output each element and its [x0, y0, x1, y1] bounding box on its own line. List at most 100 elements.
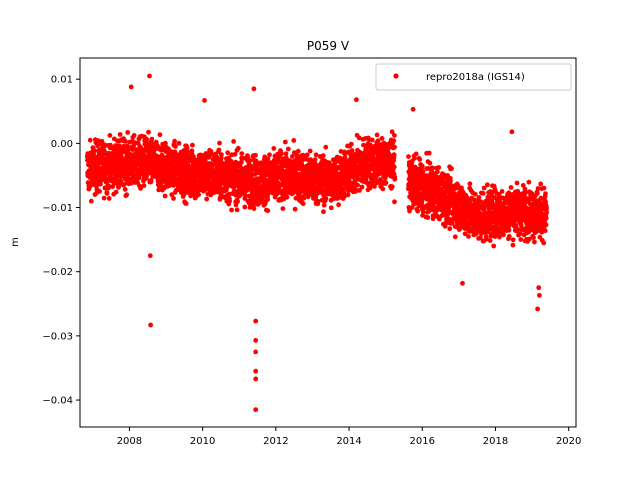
data-point [242, 204, 248, 210]
data-point [99, 138, 105, 144]
data-point [391, 138, 397, 144]
data-point [518, 237, 524, 242]
data-point [219, 152, 224, 158]
data-point [307, 148, 313, 154]
data-point [435, 169, 440, 175]
data-point [341, 186, 347, 192]
data-point [537, 293, 542, 298]
data-point [429, 165, 435, 171]
data-point [383, 180, 389, 186]
data-point [506, 234, 512, 239]
data-point [253, 338, 259, 343]
data-point [369, 137, 375, 143]
data-point [113, 189, 119, 195]
data-point [235, 145, 241, 151]
data-point [239, 151, 245, 157]
data-point [148, 322, 154, 328]
data-point [359, 184, 365, 190]
data-point [336, 202, 341, 208]
x-tick-label: 2010 [190, 436, 215, 447]
data-point [543, 222, 549, 228]
data-point [415, 208, 421, 214]
data-points [84, 73, 549, 413]
legend-marker [393, 73, 399, 79]
data-point [282, 139, 288, 145]
data-point [123, 139, 128, 144]
data-point [320, 153, 326, 159]
data-point [542, 228, 548, 234]
data-point [466, 234, 471, 239]
data-point [292, 206, 298, 212]
legend: repro2018a (IGS14) [375, 63, 572, 91]
data-point [323, 196, 329, 202]
data-point [124, 192, 130, 198]
data-point [144, 136, 150, 142]
data-point [117, 132, 123, 137]
data-point [391, 152, 397, 158]
data-point [328, 205, 334, 211]
y-tick-label: −0.03 [42, 331, 73, 342]
data-point [406, 154, 411, 160]
data-point [185, 162, 191, 167]
data-point [149, 136, 155, 142]
data-point [141, 183, 147, 189]
data-point [251, 86, 257, 92]
data-point [290, 154, 295, 159]
data-point [410, 106, 416, 112]
data-point [543, 215, 549, 221]
data-point [413, 151, 419, 157]
data-point [234, 207, 240, 213]
y-axis-label: m [10, 237, 21, 247]
data-point [449, 166, 454, 171]
data-point [412, 155, 417, 161]
data-point [300, 201, 306, 207]
data-point [204, 196, 210, 202]
data-point [92, 148, 98, 154]
data-point [242, 192, 248, 198]
data-point [510, 242, 516, 248]
data-point [157, 132, 163, 138]
data-point [354, 97, 359, 103]
data-point [355, 182, 360, 188]
data-point [121, 182, 127, 187]
data-point [536, 285, 542, 291]
data-point [363, 177, 369, 183]
y-tick-label: 0.01 [51, 75, 73, 86]
data-point [436, 165, 442, 170]
data-point [425, 215, 431, 220]
data-point [147, 253, 153, 259]
data-point [253, 368, 259, 374]
data-point [131, 133, 137, 138]
data-point [312, 161, 318, 166]
data-point [301, 195, 307, 201]
x-tick-label: 2020 [556, 436, 581, 447]
data-point [304, 152, 310, 158]
data-point [420, 209, 426, 215]
data-point [349, 141, 354, 147]
data-point [467, 181, 473, 187]
data-point [265, 197, 271, 202]
data-point [349, 148, 355, 154]
data-point [253, 349, 259, 355]
data-point [87, 137, 93, 143]
data-point [147, 73, 152, 79]
data-point [460, 280, 465, 286]
data-point [356, 135, 362, 141]
data-point [392, 133, 397, 138]
data-point [247, 158, 253, 163]
data-point [374, 132, 380, 138]
data-point [392, 144, 397, 150]
data-point [101, 195, 107, 201]
data-point [148, 177, 154, 183]
x-tick-label: 2008 [117, 436, 142, 447]
data-point [535, 306, 540, 312]
data-point [287, 158, 293, 164]
data-point [480, 191, 486, 196]
data-point [380, 186, 386, 192]
data-point [476, 195, 482, 200]
data-point [285, 146, 291, 152]
data-point [184, 145, 190, 151]
data-point [97, 189, 102, 194]
data-point [321, 202, 327, 208]
